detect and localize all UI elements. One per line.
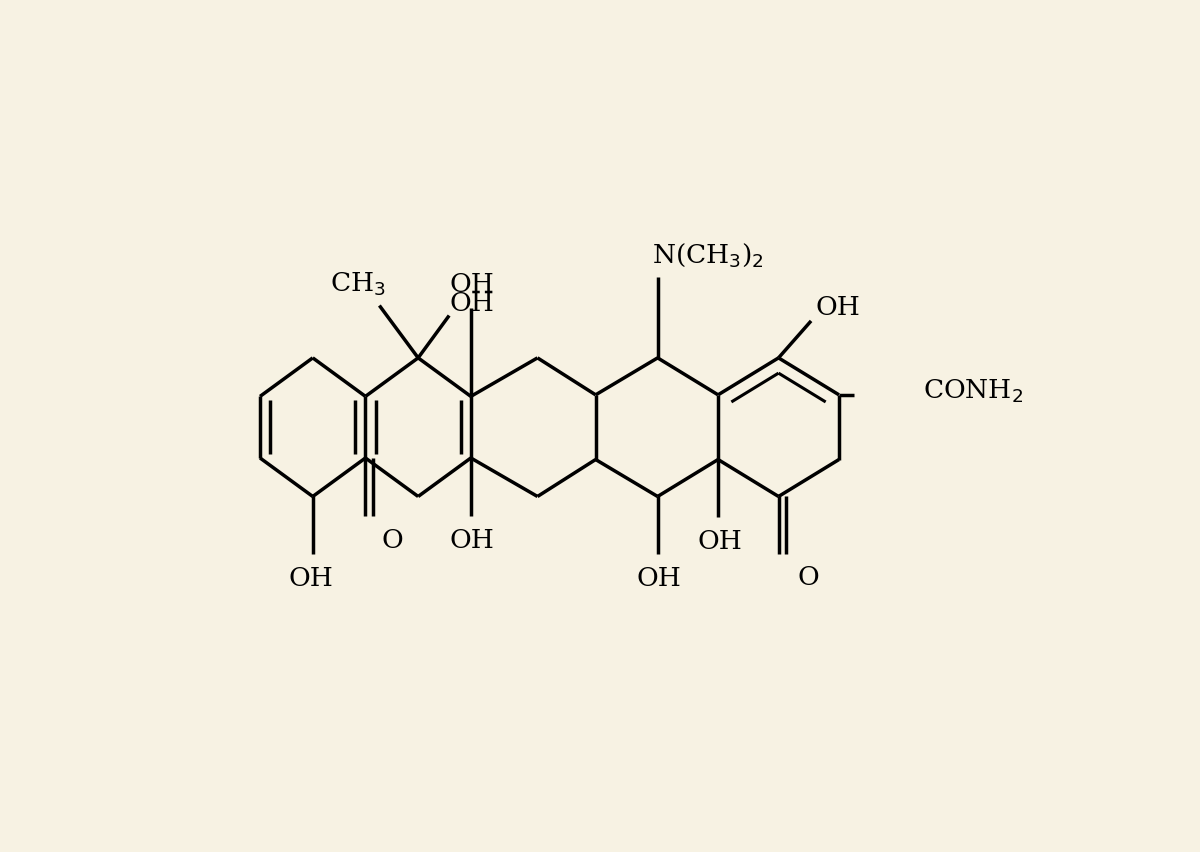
Text: O: O [797,565,818,590]
Text: N(CH$_3$)$_2$: N(CH$_3$)$_2$ [652,241,764,269]
Text: OH: OH [289,567,334,591]
Text: OH: OH [450,291,494,316]
Text: CH$_3$: CH$_3$ [330,270,385,297]
Text: OH: OH [697,529,742,555]
Text: OH: OH [450,528,494,553]
Text: OH: OH [450,273,494,297]
Text: OH: OH [637,567,682,591]
Text: OH: OH [816,295,860,320]
Text: O: O [382,528,403,553]
Text: CONH$_2$: CONH$_2$ [923,377,1022,405]
